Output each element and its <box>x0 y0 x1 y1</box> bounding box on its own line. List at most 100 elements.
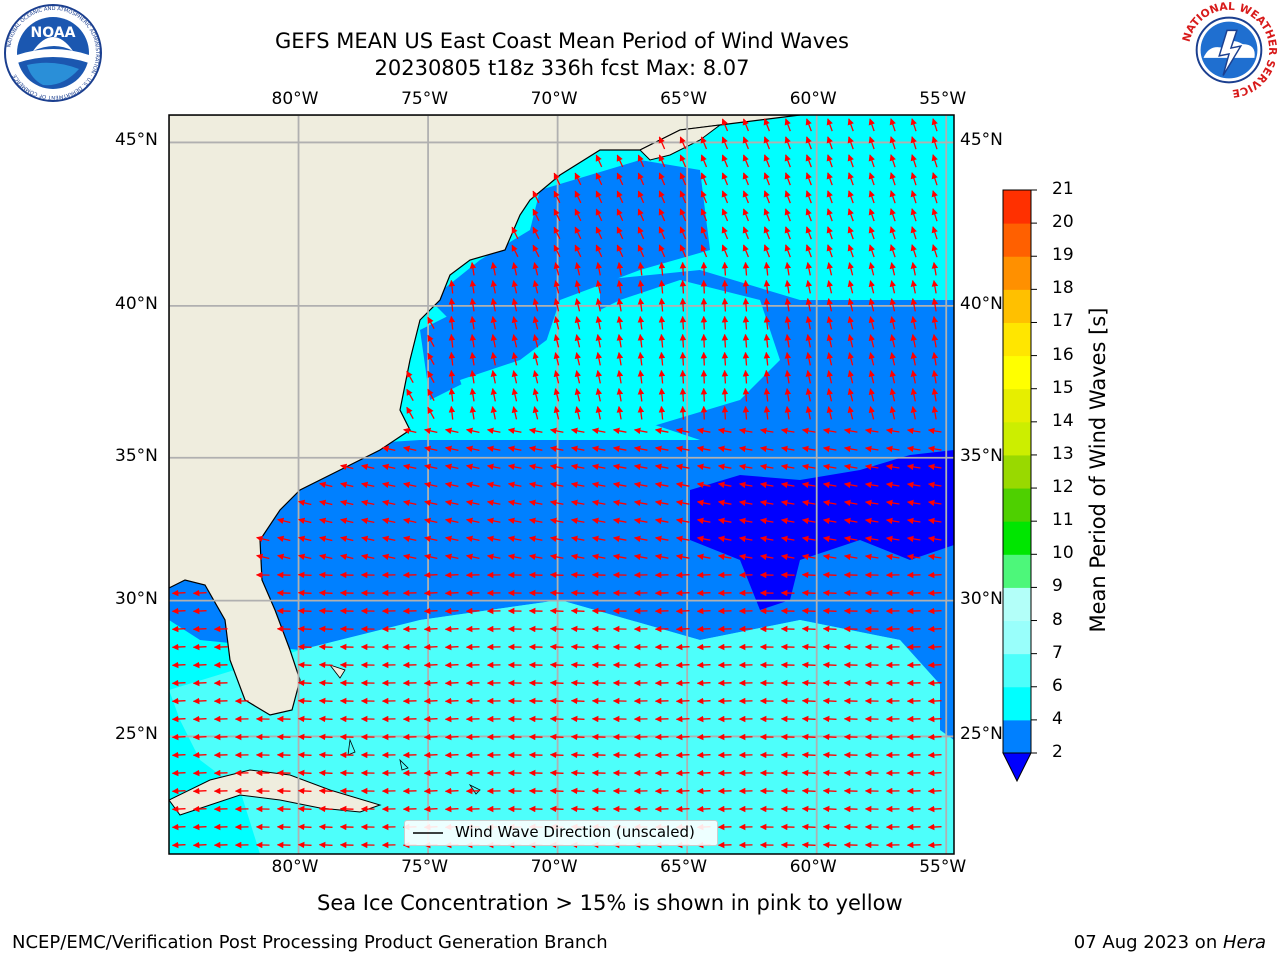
wind-arrow <box>318 805 333 813</box>
wind-arrow <box>763 369 771 384</box>
wind-arrow <box>805 351 813 366</box>
wind-arrow <box>297 715 312 723</box>
wind-arrow <box>297 751 312 759</box>
wind-arrow <box>528 427 543 435</box>
wind-arrow <box>843 535 858 543</box>
wind-arrow <box>679 333 687 348</box>
wind-arrow <box>465 517 480 525</box>
wind-arrow <box>805 244 812 258</box>
wind-arrow <box>742 297 750 312</box>
wind-arrow <box>847 208 854 222</box>
lat-label-left: 30°N <box>115 588 158 609</box>
wind-arrow <box>927 823 942 831</box>
wind-arrow <box>801 625 816 633</box>
wind-arrow <box>318 661 333 669</box>
legend-line-icon <box>413 832 443 834</box>
wind-arrow <box>403 535 417 543</box>
wind-arrow <box>675 697 690 705</box>
colorbar-tick-label: 11 <box>1052 510 1074 531</box>
wind-arrow <box>885 499 900 507</box>
wind-arrow <box>549 481 564 489</box>
wind-arrow <box>549 517 564 525</box>
wind-arrow <box>927 607 942 615</box>
wind-arrow <box>486 427 501 435</box>
wind-arrow <box>423 625 438 633</box>
wind-arrow <box>633 553 648 561</box>
wind-arrow <box>738 517 753 525</box>
wind-arrow <box>319 481 333 489</box>
wind-arrow <box>910 208 917 222</box>
wind-arrow <box>574 190 582 204</box>
wind-arrow <box>675 481 690 489</box>
wind-arrow <box>444 445 459 453</box>
wind-arrow <box>297 679 312 687</box>
wind-arrow <box>847 280 854 294</box>
wind-arrow <box>868 388 875 402</box>
wind-arrow <box>822 697 837 705</box>
wind-arrow <box>742 190 750 204</box>
wind-arrow <box>424 481 438 489</box>
wind-arrow <box>700 190 708 204</box>
colorbar-tick-label: 20 <box>1052 212 1074 233</box>
wind-arrow <box>382 481 396 489</box>
wind-arrow <box>721 315 729 330</box>
wind-arrow <box>763 136 771 150</box>
wind-arrow <box>549 733 564 741</box>
wind-arrow <box>801 679 816 687</box>
wind-arrow <box>801 661 816 669</box>
wind-arrow <box>675 463 690 471</box>
wind-arrow <box>822 643 837 651</box>
wind-arrow <box>759 535 774 543</box>
wind-arrow <box>423 805 438 813</box>
wind-arrow <box>591 427 606 435</box>
wind-arrow <box>444 625 459 633</box>
wind-arrow <box>574 244 582 258</box>
arrow-legend-label: Wind Wave Direction (unscaled) <box>455 823 695 841</box>
wind-arrow <box>192 841 207 849</box>
wind-arrow <box>717 553 732 561</box>
wind-arrow <box>738 535 753 543</box>
lon-label-top: 70°W <box>530 89 578 109</box>
wind-arrow <box>780 481 795 489</box>
wind-arrow <box>549 715 564 723</box>
wind-arrow <box>423 607 438 615</box>
wind-arrow <box>444 481 459 489</box>
wind-arrow <box>931 118 938 132</box>
wind-arrow <box>784 118 791 132</box>
wind-arrow <box>553 370 560 384</box>
wind-arrow <box>763 244 771 258</box>
wind-arrow <box>448 297 456 312</box>
wind-arrow <box>847 190 854 204</box>
wind-arrow <box>637 405 645 420</box>
wind-arrow <box>553 316 560 330</box>
wind-arrow <box>763 315 771 330</box>
colorbar-tick-label: 12 <box>1052 477 1074 498</box>
wind-arrow <box>658 244 666 258</box>
wind-arrow <box>553 334 560 348</box>
wind-arrow <box>906 517 921 525</box>
wind-arrow <box>318 733 333 741</box>
wind-arrow <box>910 315 918 330</box>
wind-arrow <box>927 733 942 741</box>
wind-arrow <box>192 805 207 813</box>
wind-arrow <box>868 154 875 168</box>
wind-arrow <box>171 715 186 723</box>
wind-arrow <box>696 679 711 687</box>
wind-arrow <box>192 589 207 597</box>
wind-arrow <box>444 733 459 741</box>
colorbar-tick-label: 19 <box>1052 245 1074 266</box>
wind-arrow <box>171 625 186 633</box>
wind-arrow <box>847 118 854 132</box>
wind-arrow <box>822 733 837 741</box>
wind-arrow <box>675 571 690 579</box>
wind-arrow <box>805 387 813 402</box>
wind-arrow <box>511 298 519 312</box>
wind-arrow <box>486 553 501 561</box>
wind-arrow <box>801 769 816 777</box>
wind-arrow <box>826 118 833 132</box>
wind-arrow <box>738 427 753 435</box>
wind-arrow <box>532 298 539 312</box>
wind-arrow <box>784 208 791 222</box>
wind-arrow <box>763 351 771 366</box>
wind-arrow <box>805 118 812 132</box>
